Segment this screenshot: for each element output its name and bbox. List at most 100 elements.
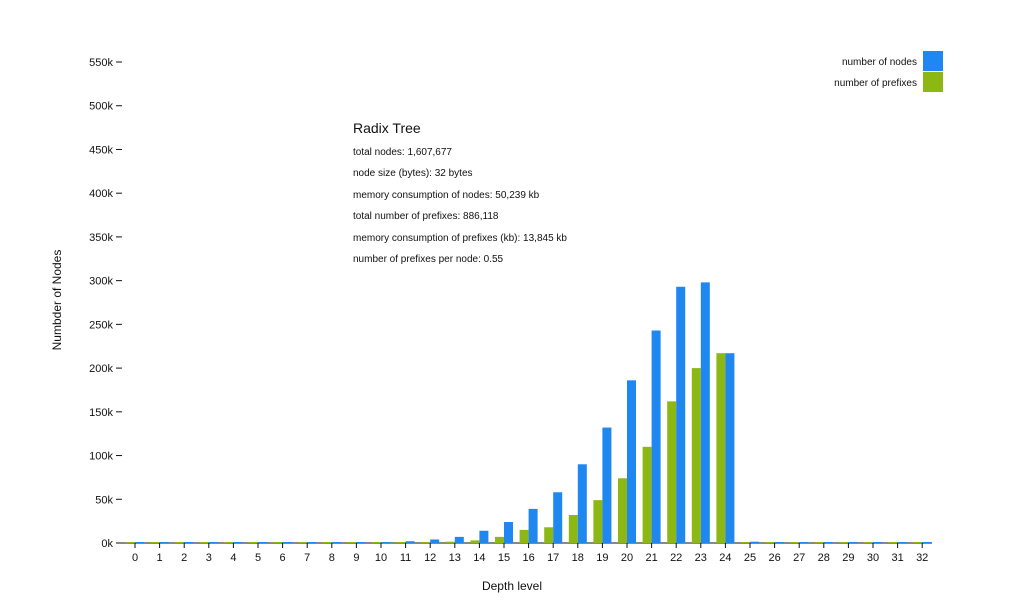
x-tick-label: 8 <box>329 552 335 564</box>
legend-label-nodes: number of nodes <box>842 57 917 68</box>
bar-prefixes-10 <box>372 542 381 543</box>
x-tick-label: 4 <box>230 552 236 564</box>
bar-nodes-14 <box>479 530 489 543</box>
bar-prefixes-30 <box>864 542 873 543</box>
y-tick-label: 100k <box>89 451 113 463</box>
bar-prefixes-26 <box>765 542 775 543</box>
bar-prefixes-9 <box>347 542 357 543</box>
bar-prefixes-19 <box>593 500 603 543</box>
bar-nodes-10 <box>381 542 390 543</box>
bar-prefixes-12 <box>421 542 431 543</box>
bar-nodes-3 <box>208 542 218 543</box>
bar-nodes-22 <box>676 286 686 543</box>
bar-prefixes-14 <box>470 540 480 543</box>
x-tick-label: 0 <box>132 552 138 564</box>
bar-nodes-11 <box>405 541 415 543</box>
bar-prefixes-32 <box>913 542 923 543</box>
bar-prefixes-1 <box>150 542 160 543</box>
bar-nodes-8 <box>331 542 341 543</box>
bar-nodes-32 <box>922 542 932 543</box>
bar-nodes-5 <box>258 542 267 543</box>
bar-prefixes-11 <box>396 542 406 543</box>
bar-nodes-12 <box>430 539 440 543</box>
x-tick-label: 14 <box>473 552 485 564</box>
bar-nodes-4 <box>233 542 243 543</box>
x-tick-label: 26 <box>768 552 780 564</box>
bar-prefixes-23 <box>691 368 701 543</box>
bar-prefixes-8 <box>322 542 332 543</box>
y-tick-label: 300k <box>89 276 113 288</box>
bar-prefixes-5 <box>249 542 258 543</box>
x-tick-label: 7 <box>304 552 310 564</box>
bar-nodes-2 <box>184 542 194 543</box>
x-tick-label: 30 <box>867 552 879 564</box>
bar-prefixes-22 <box>667 401 677 543</box>
x-axis: 0 1 2 3 4 5 6 7 8 9 10 11 12 13 14 15 16 17 18 19 20 21 22 23 24… <box>122 542 932 564</box>
x-tick-label: 24 <box>719 552 731 564</box>
x-tick-label: 11 <box>400 552 411 564</box>
bar-nodes-24 <box>725 353 735 543</box>
bar-nodes-18 <box>577 464 587 543</box>
x-tick-label: 25 <box>744 552 756 564</box>
legend: number of nodes number of prefixes <box>834 51 943 92</box>
legend-label-prefixes: number of prefixes <box>834 78 917 89</box>
y-tick-label: 550k <box>89 57 113 69</box>
bar-nodes-31 <box>897 542 907 543</box>
x-tick-label: 3 <box>206 552 212 564</box>
legend-swatch-nodes <box>923 51 943 71</box>
bar-nodes-7 <box>307 542 317 543</box>
x-tick-label: 9 <box>353 552 359 564</box>
bar-nodes-27 <box>799 542 809 543</box>
bar-nodes-25 <box>750 541 759 543</box>
x-tick-label: 2 <box>181 552 187 564</box>
bar-prefixes-17 <box>544 527 554 543</box>
y-tick-label: 50k <box>95 494 113 506</box>
bar-nodes-28 <box>823 542 833 543</box>
info-title: Radix Tree <box>353 120 421 136</box>
bar-prefixes-6 <box>273 542 283 543</box>
x-tick-label: 12 <box>424 552 436 564</box>
bars <box>126 282 932 543</box>
y-tick-label: 200k <box>89 363 113 375</box>
y-tick-label: 250k <box>89 319 113 331</box>
x-tick-label: 28 <box>818 552 830 564</box>
bar-prefixes-20 <box>618 478 627 543</box>
bar-nodes-23 <box>700 282 710 543</box>
bar-prefixes-24 <box>716 353 726 543</box>
x-tick-label: 23 <box>695 552 707 564</box>
bar-prefixes-2 <box>175 542 185 543</box>
info-memory-prefixes: memory consumption of prefixes (kb): 13,… <box>353 233 567 244</box>
x-tick-label: 17 <box>547 552 559 564</box>
bar-nodes-30 <box>873 542 882 543</box>
info-annotation: Radix Tree total nodes: 1,607,677 node s… <box>353 120 567 265</box>
bar-nodes-0 <box>135 542 144 543</box>
x-tick-label: 1 <box>157 552 163 564</box>
bar-nodes-13 <box>454 536 464 543</box>
bar-prefixes-31 <box>888 542 898 543</box>
x-tick-label: 19 <box>596 552 608 564</box>
bar-nodes-6 <box>282 542 292 543</box>
x-axis-title: Depth level <box>482 579 542 593</box>
y-tick-label: 150k <box>89 407 113 419</box>
x-tick-label: 22 <box>670 552 682 564</box>
y-tick-label: 450k <box>89 144 113 156</box>
info-prefixes-per-node: number of prefixes per node: 0.55 <box>353 254 504 265</box>
bar-prefixes-18 <box>568 515 578 543</box>
x-tick-label: 29 <box>842 552 854 564</box>
x-tick-label: 32 <box>916 552 928 564</box>
info-total-prefixes: total number of prefixes: 886,118 <box>353 211 499 222</box>
y-axis-title: Numbder of Nodes <box>50 250 64 351</box>
y-tick-label: 500k <box>89 101 113 113</box>
x-tick-label: 16 <box>522 552 534 564</box>
bar-prefixes-4 <box>224 542 234 543</box>
bar-nodes-19 <box>602 427 612 543</box>
bar-nodes-29 <box>848 542 858 543</box>
x-tick-label: 21 <box>645 552 657 564</box>
bar-nodes-17 <box>553 492 563 543</box>
bar-prefixes-0 <box>126 542 135 543</box>
x-tick-label: 5 <box>255 552 261 564</box>
x-tick-label: 10 <box>375 552 387 564</box>
info-total-nodes: total nodes: 1,607,677 <box>353 147 452 158</box>
bar-prefixes-15 <box>495 536 504 543</box>
